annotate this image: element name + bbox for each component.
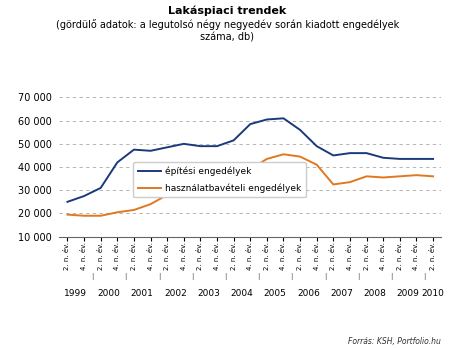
- Text: |: |: [291, 273, 293, 280]
- használatbavételi engedélyek: [214, 188, 220, 192]
- használatbavételi engedélyek: [65, 213, 70, 217]
- építési engedélyek: [148, 149, 153, 153]
- Text: 2002: 2002: [164, 290, 187, 299]
- Text: 2005: 2005: [264, 290, 287, 299]
- használatbavételi engedélyek: [347, 180, 353, 184]
- Text: 2000: 2000: [97, 290, 121, 299]
- Text: |: |: [124, 273, 127, 280]
- Text: Forrás: KSH, Portfolio.hu: Forrás: KSH, Portfolio.hu: [349, 337, 441, 346]
- Text: 2007: 2007: [330, 290, 353, 299]
- építési engedélyek: [397, 157, 403, 161]
- használatbavételi engedélyek: [98, 214, 103, 218]
- használatbavételi engedélyek: [131, 208, 136, 212]
- építési engedélyek: [115, 160, 120, 165]
- építési engedélyek: [264, 117, 270, 121]
- használatbavételi engedélyek: [331, 182, 336, 187]
- használatbavételi engedélyek: [181, 187, 187, 191]
- építési engedélyek: [65, 200, 70, 204]
- Text: (gördülő adatok: a legutolsó négy negyedév során kiadott engedélyek
száma, db): (gördülő adatok: a legutolsó négy negyed…: [56, 19, 399, 42]
- használatbavételi engedélyek: [414, 173, 419, 177]
- Text: 1999: 1999: [64, 290, 87, 299]
- Text: 2004: 2004: [231, 290, 253, 299]
- Line: használatbavételi engedélyek: használatbavételi engedélyek: [67, 154, 433, 216]
- építési engedélyek: [364, 151, 369, 155]
- építési engedélyek: [164, 145, 170, 149]
- építési engedélyek: [197, 144, 203, 148]
- Text: 2010: 2010: [422, 290, 445, 299]
- építési engedélyek: [414, 157, 419, 161]
- Text: Lakáspiaci trendek: Lakáspiaci trendek: [168, 5, 287, 16]
- használatbavételi engedélyek: [231, 183, 236, 188]
- használatbavételi engedélyek: [298, 155, 303, 159]
- Text: |: |: [390, 273, 393, 280]
- használatbavételi engedélyek: [197, 187, 203, 191]
- építési engedélyek: [314, 144, 319, 148]
- Legend: építési engedélyek, használatbavételi engedélyek: építési engedélyek, használatbavételi en…: [133, 162, 306, 197]
- Text: 2001: 2001: [131, 290, 154, 299]
- építési engedélyek: [347, 151, 353, 155]
- Text: |: |: [191, 273, 193, 280]
- Text: |: |: [158, 273, 160, 280]
- használatbavételi engedélyek: [264, 157, 270, 161]
- Text: 2008: 2008: [364, 290, 386, 299]
- építési engedélyek: [181, 142, 187, 146]
- Text: |: |: [224, 273, 227, 280]
- Text: |: |: [258, 273, 260, 280]
- Text: 2009: 2009: [397, 290, 420, 299]
- építési engedélyek: [380, 156, 386, 160]
- használatbavételi engedélyek: [397, 174, 403, 179]
- használatbavételi engedélyek: [380, 175, 386, 180]
- építési engedélyek: [298, 128, 303, 132]
- Text: |: |: [357, 273, 359, 280]
- építési engedélyek: [331, 153, 336, 158]
- építési engedélyek: [81, 194, 87, 198]
- használatbavételi engedélyek: [314, 163, 319, 167]
- építési engedélyek: [281, 116, 286, 120]
- Text: |: |: [91, 273, 94, 280]
- építési engedélyek: [214, 144, 220, 148]
- építési engedélyek: [430, 157, 436, 161]
- használatbavételi engedélyek: [364, 174, 369, 179]
- Text: |: |: [324, 273, 326, 280]
- Line: építési engedélyek: építési engedélyek: [67, 118, 433, 202]
- használatbavételi engedélyek: [148, 202, 153, 206]
- Text: 2003: 2003: [197, 290, 220, 299]
- használatbavételi engedélyek: [430, 174, 436, 179]
- használatbavételi engedélyek: [115, 210, 120, 214]
- Text: 2006: 2006: [297, 290, 320, 299]
- használatbavételi engedélyek: [281, 152, 286, 156]
- Text: |: |: [424, 273, 426, 280]
- építési engedélyek: [248, 122, 253, 126]
- építési engedélyek: [231, 138, 236, 142]
- használatbavételi engedélyek: [164, 193, 170, 197]
- építési engedélyek: [131, 148, 136, 152]
- építési engedélyek: [98, 186, 103, 190]
- használatbavételi engedélyek: [81, 214, 87, 218]
- használatbavételi engedélyek: [248, 167, 253, 172]
